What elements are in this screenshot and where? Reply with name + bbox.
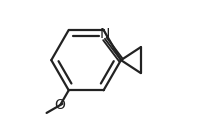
Text: O: O (55, 98, 66, 112)
Text: N: N (100, 27, 110, 42)
